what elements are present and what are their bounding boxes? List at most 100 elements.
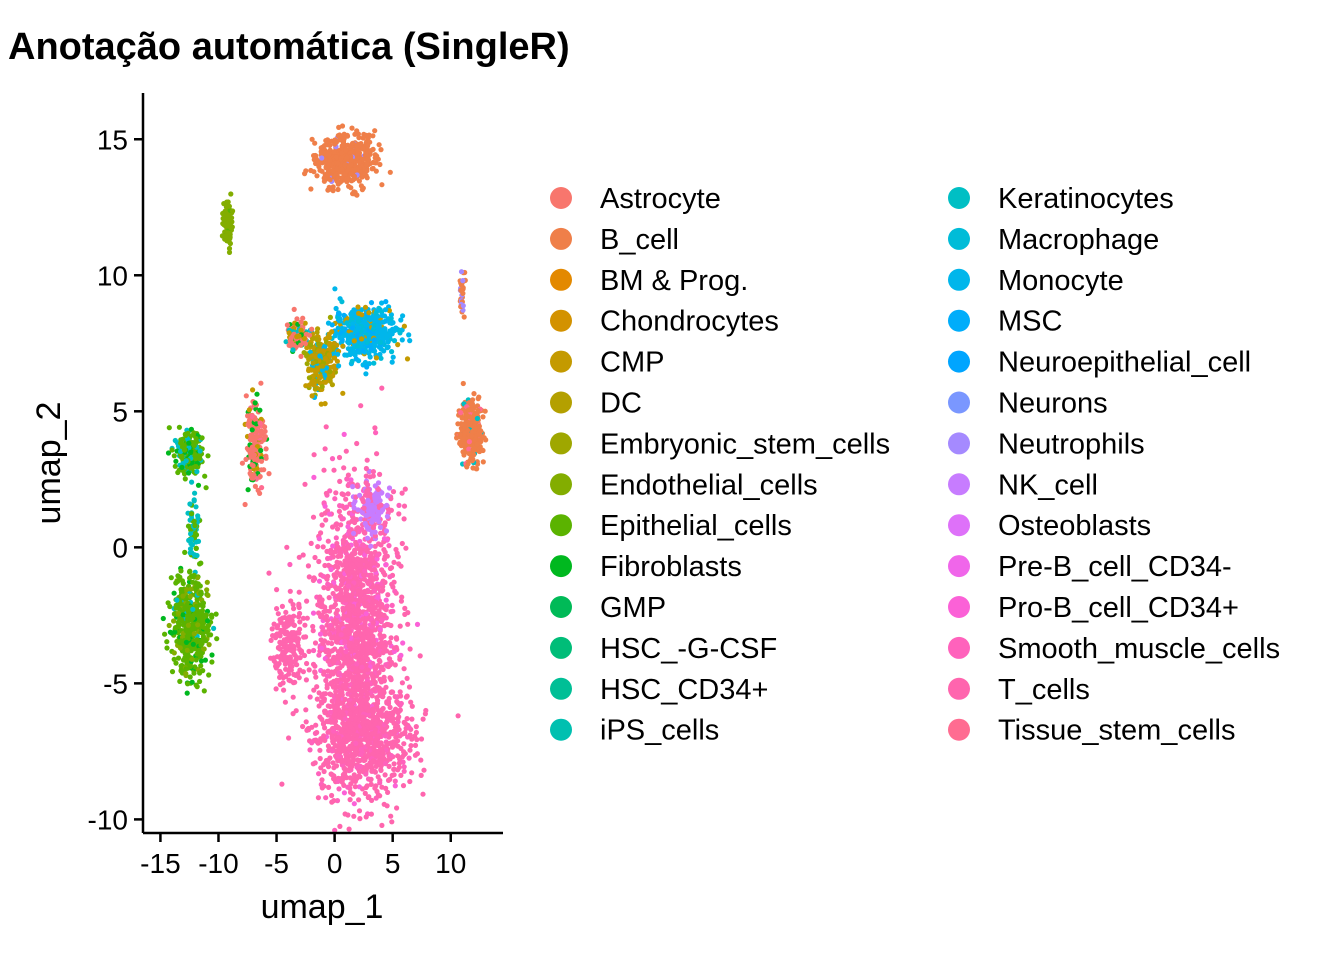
data-point — [462, 422, 468, 428]
data-point — [363, 697, 369, 704]
data-point — [380, 507, 386, 513]
data-point — [320, 363, 326, 369]
data-point — [288, 335, 294, 341]
data-point — [371, 317, 377, 323]
cluster-10-astrocyte — [239, 380, 272, 508]
data-point — [379, 616, 385, 623]
data-point — [393, 546, 399, 553]
data-point — [409, 716, 415, 722]
data-point — [471, 412, 478, 418]
data-point — [304, 615, 310, 621]
data-point — [332, 549, 338, 555]
data-point — [414, 737, 420, 743]
data-point — [384, 741, 390, 747]
data-point — [304, 660, 310, 667]
data-point — [354, 661, 360, 667]
data-point — [319, 384, 325, 390]
data-point — [317, 755, 323, 762]
data-point — [280, 675, 286, 681]
data-point — [337, 740, 343, 747]
data-point — [262, 424, 268, 430]
data-point — [329, 748, 335, 754]
data-point — [390, 489, 397, 495]
data-point — [356, 178, 362, 184]
data-point — [342, 162, 348, 168]
data-point — [322, 446, 328, 452]
data-point — [412, 742, 419, 749]
data-point — [350, 791, 356, 797]
data-point — [391, 766, 397, 773]
data-point — [333, 305, 339, 312]
data-point — [316, 558, 322, 565]
data-point — [277, 669, 283, 676]
data-point — [378, 355, 384, 361]
data-point — [389, 602, 395, 609]
data-point — [332, 141, 338, 147]
data-point — [340, 141, 346, 148]
data-point — [305, 563, 311, 569]
data-point — [471, 391, 477, 397]
data-point — [351, 466, 357, 472]
data-point — [339, 166, 345, 172]
data-point — [341, 790, 347, 796]
data-point — [213, 611, 219, 617]
data-point — [325, 538, 331, 544]
data-point — [337, 571, 343, 578]
data-point — [337, 503, 343, 509]
data-point — [310, 661, 317, 667]
data-point — [336, 363, 342, 369]
data-point — [365, 742, 371, 748]
data-point — [283, 339, 289, 345]
data-point — [277, 617, 283, 623]
data-point — [347, 775, 353, 781]
data-point — [334, 798, 341, 804]
data-point — [364, 651, 370, 657]
data-point — [383, 733, 389, 739]
data-point — [341, 656, 347, 662]
data-point — [333, 535, 339, 541]
data-point — [314, 684, 320, 690]
data-point — [345, 524, 351, 530]
data-point — [330, 543, 336, 549]
data-point — [193, 436, 199, 442]
data-point — [474, 441, 480, 447]
data-point — [323, 677, 329, 684]
data-point — [329, 456, 336, 462]
data-point — [364, 364, 370, 370]
data-point — [346, 757, 352, 763]
data-point — [314, 336, 320, 342]
data-point — [327, 142, 333, 148]
data-point — [249, 427, 255, 433]
data-point — [405, 621, 411, 627]
data-point — [343, 670, 349, 676]
data-point — [374, 153, 380, 159]
data-point — [351, 732, 357, 738]
data-point — [355, 304, 361, 310]
data-point — [221, 216, 227, 222]
data-point — [382, 761, 389, 767]
data-point — [399, 594, 405, 600]
data-point — [384, 719, 390, 725]
data-point — [340, 492, 347, 498]
data-point — [334, 607, 340, 613]
data-point — [319, 604, 325, 610]
data-point — [472, 426, 478, 432]
data-point — [303, 707, 309, 713]
data-point — [407, 778, 413, 785]
data-point — [360, 499, 366, 505]
data-point — [316, 771, 322, 777]
data-point — [344, 568, 350, 574]
data-point — [363, 473, 369, 479]
data-point — [361, 634, 367, 640]
data-point — [362, 304, 369, 310]
data-point — [345, 491, 351, 497]
data-point — [373, 763, 379, 770]
data-point — [309, 326, 315, 332]
data-point — [368, 811, 374, 817]
data-point — [306, 648, 312, 655]
data-point — [291, 606, 297, 612]
data-point — [315, 795, 321, 801]
data-point — [302, 341, 308, 347]
data-point — [335, 325, 341, 331]
data-point — [327, 691, 333, 697]
